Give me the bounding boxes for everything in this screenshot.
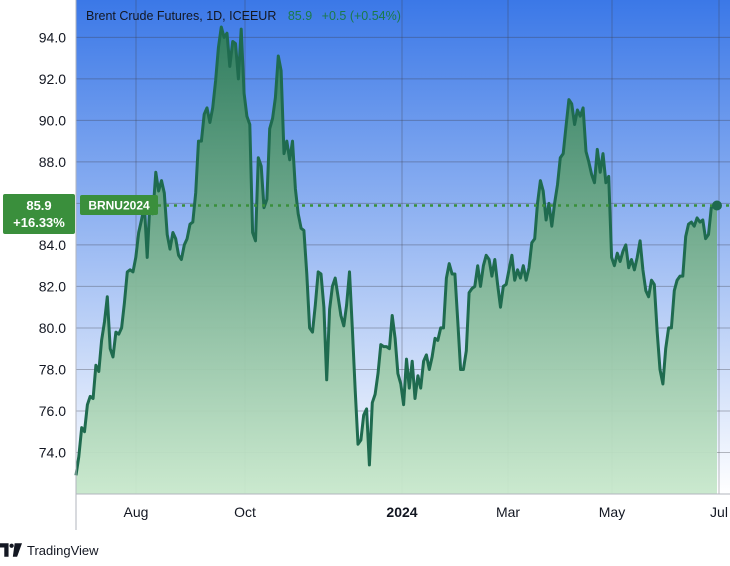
change-value: +0.5 (+0.54%) [322, 9, 401, 23]
x-tick-label: 2024 [386, 504, 417, 520]
y-tick-label: 90.0 [39, 112, 66, 128]
x-tick-label: Oct [234, 504, 256, 520]
price-tag-percent: +16.33% [13, 215, 65, 230]
y-tick-label: 84.0 [39, 237, 66, 253]
price-tag: 85.9 +16.33% [3, 194, 75, 234]
price-tag-value: 85.9 [26, 198, 51, 213]
price-area-fill [76, 27, 717, 494]
y-tick-label: 94.0 [39, 29, 66, 45]
y-tick-label: 80.0 [39, 320, 66, 336]
last-price-point[interactable] [712, 200, 722, 211]
y-tick-label: 88.0 [39, 154, 66, 170]
symbol-tag-label: BRNU2024 [88, 199, 150, 213]
symbol-tag: BRNU2024 [80, 195, 158, 215]
y-tick-label: 92.0 [39, 71, 66, 87]
y-tick-label: 76.0 [39, 403, 66, 419]
x-axis-labels: Aug Oct 2024 Mar May Jul [124, 504, 728, 520]
tradingview-branding[interactable]: TradingView [0, 540, 99, 560]
tradingview-logo-icon [0, 543, 22, 557]
tradingview-brand-text: TradingView [27, 542, 99, 558]
y-tick-label: 78.0 [39, 361, 66, 377]
price-line [74, 25, 717, 476]
y-tick-label: 82.0 [39, 278, 66, 294]
chart-header: Brent Crude Futures, 1D, ICEEUR 85.9 +0.… [86, 9, 401, 23]
x-tick-label: Jul [710, 504, 728, 520]
x-tick-label: Mar [496, 504, 520, 520]
x-tick-label: Aug [124, 504, 149, 520]
last-value: 85.9 [288, 9, 312, 23]
y-tick-label: 74.0 [39, 444, 66, 460]
chart-title: Brent Crude Futures, 1D, ICEEUR [86, 9, 276, 23]
svg-text:Brent Crude Futures, 1D, ICEEU: Brent Crude Futures, 1D, ICEEUR 85.9 +0.… [86, 9, 401, 23]
y-axis-labels: 74.076.078.080.082.084.086.088.090.092.0… [39, 29, 66, 460]
x-tick-label: May [599, 504, 625, 520]
